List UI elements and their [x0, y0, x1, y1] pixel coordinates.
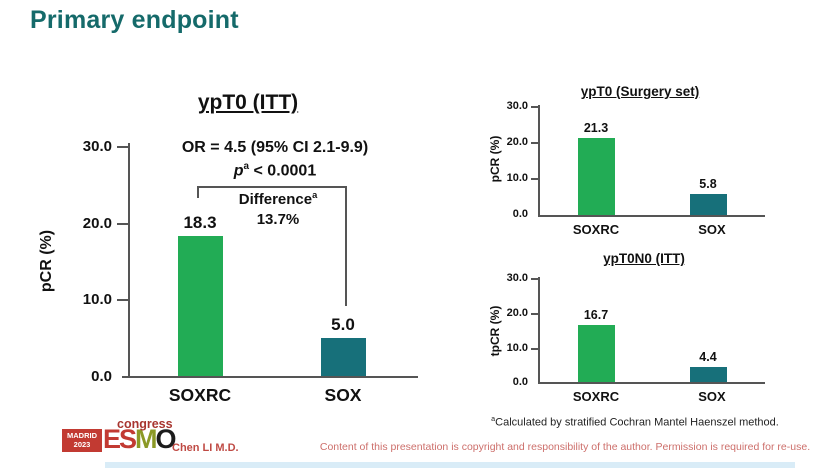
- y-axis-label: pCR (%): [488, 135, 502, 183]
- or-annotation: OR = 4.5 (95% CI 2.1-9.9): [181, 139, 369, 156]
- bar-sox: [320, 337, 366, 376]
- y-tick-label: 20.0: [82, 215, 112, 232]
- category-label-soxrc: SOXRC: [572, 222, 620, 237]
- chart-ypt0-surgery-set: ypT0 (Surgery set) pCR (%) 30.0 20.0 10.…: [460, 70, 832, 250]
- y-tick-label: 10.0: [506, 172, 528, 184]
- plot-area: 18.3 5.0: [128, 147, 413, 376]
- y-axis-label: pCR (%): [38, 229, 55, 293]
- logo-year: 2023: [73, 439, 91, 449]
- difference-bracket-right-leg: [345, 186, 347, 306]
- bar-group-sox: 5.0: [303, 147, 383, 376]
- footnote-superscript: a: [491, 415, 496, 423]
- y-tick-label: 30.0: [506, 272, 528, 284]
- bar-group-soxrc: 21.3: [566, 107, 626, 215]
- category-label-sox: SOX: [698, 222, 726, 237]
- plot-area: 16.7 4.4: [538, 279, 765, 382]
- difference-label: Differencea: [238, 190, 318, 208]
- bar-soxrc: [577, 324, 615, 382]
- y-tick-mark: [117, 299, 128, 301]
- bar-soxrc: [577, 138, 615, 215]
- footnote: aCalculated by stratified Cochran Mantel…: [491, 415, 779, 429]
- y-tick-label: 20.0: [506, 136, 528, 148]
- y-tick-label: 30.0: [506, 100, 528, 112]
- y-tick-label: 0.0: [91, 368, 112, 385]
- page-title: Primary endpoint: [30, 6, 239, 34]
- esmo-logo: ESMO: [103, 424, 177, 454]
- difference-bracket: [197, 186, 347, 188]
- p-value-annotation: pa < 0.0001: [135, 161, 415, 180]
- y-tick-label: 0.0: [512, 208, 528, 220]
- chart-title-ypt0-surgery: ypT0 (Surgery set): [580, 84, 700, 99]
- x-axis: [122, 376, 418, 378]
- y-tick-label: 0.0: [512, 376, 528, 388]
- bar-group-sox: 4.4: [678, 279, 738, 382]
- y-tick-mark: [531, 178, 538, 180]
- chart-ypt0n0-itt: ypT0N0 (ITT) tpCR (%) 30.0 20.0 10.0 0.0…: [460, 242, 832, 412]
- p-symbol: p: [233, 162, 244, 180]
- difference-value: 13.7%: [256, 211, 300, 228]
- y-axis-label: tpCR (%): [488, 305, 502, 357]
- category-label-soxrc: SOXRC: [168, 385, 232, 405]
- esmo-madrid-2023-badge: MADRID 2023: [62, 429, 102, 452]
- bar-value-label: 16.7: [583, 307, 609, 322]
- bottom-accent-bar: [105, 462, 795, 468]
- bar-group-sox: 5.8: [678, 107, 738, 215]
- chart-title-ypt0n0: ypT0N0 (ITT): [603, 251, 685, 266]
- y-tick-mark: [531, 348, 538, 350]
- presenter-name: Chen LI M.D.: [172, 442, 239, 454]
- x-axis: [538, 382, 765, 384]
- chart-title-ypt0-itt: ypT0 (ITT): [197, 91, 299, 114]
- y-axis: [538, 105, 540, 215]
- bar-value-label: 4.4: [699, 349, 717, 364]
- bar-value-label: 21.3: [583, 121, 609, 136]
- category-label-sox: SOX: [324, 385, 362, 405]
- bar-value-label: 18.3: [183, 213, 217, 233]
- bar-group-soxrc: 16.7: [566, 279, 626, 382]
- bar-value-label: 5.0: [331, 314, 355, 334]
- category-label-sox: SOX: [698, 389, 726, 404]
- p-value-text: < 0.0001: [253, 162, 317, 180]
- chart-ypt0-itt: ypT0 (ITT) OR = 4.5 (95% CI 2.1-9.9) pa …: [38, 91, 418, 405]
- x-axis: [538, 215, 765, 217]
- y-tick-mark: [531, 278, 538, 280]
- bar-value-label: 5.8: [699, 177, 717, 192]
- difference-bracket-left-leg: [197, 186, 199, 198]
- y-tick-mark: [117, 146, 128, 148]
- logo-city: MADRID: [67, 430, 97, 440]
- y-tick-mark: [531, 313, 538, 315]
- bar-soxrc: [177, 236, 223, 376]
- plot-area: 21.3 5.8: [538, 107, 765, 215]
- y-tick-label: 10.0: [82, 291, 112, 308]
- y-tick-label: 20.0: [506, 307, 528, 319]
- y-tick-label: 10.0: [506, 342, 528, 354]
- p-superscript: a: [243, 161, 250, 172]
- y-axis: [538, 277, 540, 382]
- y-tick-mark: [531, 106, 538, 108]
- copyright-notice: Content of this presentation is copyrigh…: [319, 441, 811, 453]
- y-tick-mark: [531, 142, 538, 144]
- bar-sox: [689, 194, 727, 215]
- bar-sox: [689, 366, 727, 382]
- difference-superscript: a: [312, 190, 318, 200]
- bar-group-soxrc: 18.3: [160, 147, 240, 376]
- y-axis: [128, 143, 130, 376]
- congress-label: congress: [117, 417, 173, 431]
- category-label-soxrc: SOXRC: [572, 389, 620, 404]
- y-tick-mark: [117, 223, 128, 225]
- y-tick-label: 30.0: [82, 138, 112, 155]
